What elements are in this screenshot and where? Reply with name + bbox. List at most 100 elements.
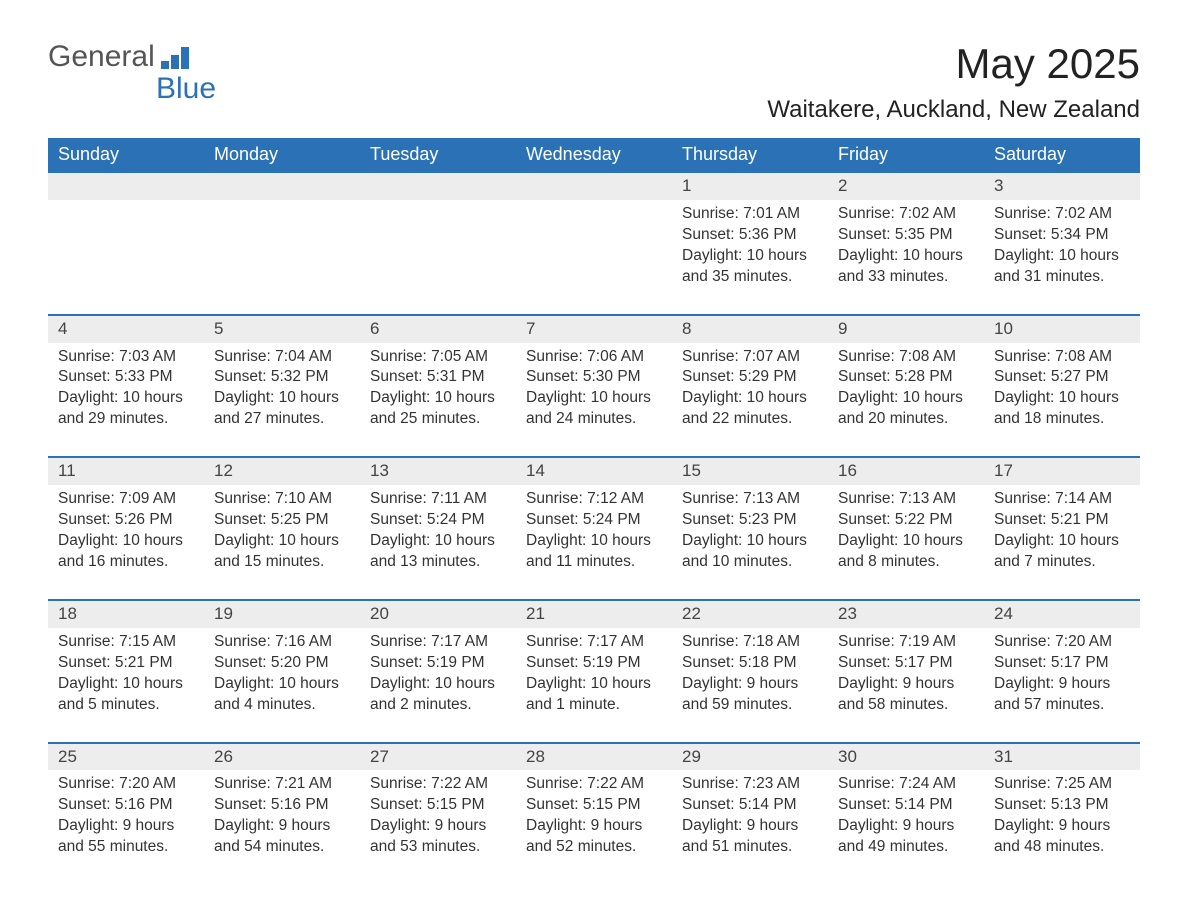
daylight-line: Daylight: 10 hours and 27 minutes. [214,388,350,430]
sunrise-line: Sunrise: 7:24 AM [838,774,974,795]
daylight-line: Daylight: 10 hours and 18 minutes. [994,388,1130,430]
month-title: May 2025 [956,40,1140,88]
daylight-line: Daylight: 9 hours and 59 minutes. [682,674,818,716]
day-number-bar: 23 [828,599,984,628]
calendar-day-cell: 25Sunrise: 7:20 AMSunset: 5:16 PMDayligh… [48,742,204,885]
day-body: Sunrise: 7:16 AMSunset: 5:20 PMDaylight:… [204,632,360,716]
day-body: Sunrise: 7:12 AMSunset: 5:24 PMDaylight:… [516,489,672,573]
daylight-line: Daylight: 10 hours and 24 minutes. [526,388,662,430]
day-number-bar: 7 [516,314,672,343]
daylight-line: Daylight: 10 hours and 11 minutes. [526,531,662,573]
weekday-header: Monday [204,138,360,171]
sunrise-line: Sunrise: 7:19 AM [838,632,974,653]
calendar-day-cell: 12Sunrise: 7:10 AMSunset: 5:25 PMDayligh… [204,456,360,599]
calendar-day-cell: 14 Sunrise: 7:12 AMSunset: 5:24 PMDayligh… [516,456,672,599]
day-body: Sunrise: 7:20 AMSunset: 5:17 PMDaylight:… [984,632,1140,716]
daylight-line: Daylight: 9 hours and 53 minutes. [370,816,506,858]
sunset-line: Sunset: 5:16 PM [58,795,194,816]
calendar-table: SundayMondayTuesdayWednesdayThursdayFrid… [48,138,1140,884]
day-number-bar: . [204,171,360,200]
day-number-bar: 11 [48,456,204,485]
sunrise-line: Sunrise: 7:12 AM [526,489,662,510]
daylight-line: Daylight: 9 hours and 49 minutes. [838,816,974,858]
calendar-day-cell: 13Sunrise: 7:11 AMSunset: 5:24 PMDayligh… [360,456,516,599]
calendar-day-cell: . [360,171,516,314]
day-body: Sunrise: 7:19 AMSunset: 5:17 PMDaylight:… [828,632,984,716]
sunrise-line: Sunrise: 7:17 AM [526,632,662,653]
sunset-line: Sunset: 5:29 PM [682,367,818,388]
day-body: Sunrise: 7:08 AMSunset: 5:27 PMDaylight:… [984,347,1140,431]
sunset-line: Sunset: 5:35 PM [838,225,974,246]
sunset-line: Sunset: 5:17 PM [994,653,1130,674]
day-number-bar: 1 [672,171,828,200]
sunrise-line: Sunrise: 7:02 AM [994,204,1130,225]
day-body: Sunrise: 7:22 AMSunset: 5:15 PMDaylight:… [360,774,516,858]
sunrise-line: Sunrise: 7:20 AM [58,774,194,795]
sunrise-line: Sunrise: 7:04 AM [214,347,350,368]
sunrise-line: Sunrise: 7:13 AM [838,489,974,510]
calendar-header-row: SundayMondayTuesdayWednesdayThursdayFrid… [48,138,1140,171]
daylight-line: Daylight: 9 hours and 51 minutes. [682,816,818,858]
sunrise-line: Sunrise: 7:05 AM [370,347,506,368]
day-number-bar: 10 [984,314,1140,343]
daylight-line: Daylight: 9 hours and 54 minutes. [214,816,350,858]
day-number-bar: . [360,171,516,200]
weekday-header: Wednesday [516,138,672,171]
calendar-day-cell: 17Sunrise: 7:14 AMSunset: 5:21 PMDayligh… [984,456,1140,599]
day-body: Sunrise: 7:11 AMSunset: 5:24 PMDaylight:… [360,489,516,573]
day-number-bar: 22 [672,599,828,628]
daylight-line: Daylight: 10 hours and 15 minutes. [214,531,350,573]
day-number-bar: 20 [360,599,516,628]
sunrise-line: Sunrise: 7:20 AM [994,632,1130,653]
calendar-day-cell: 11Sunrise: 7:09 AMSunset: 5:26 PMDayligh… [48,456,204,599]
daylight-line: Daylight: 10 hours and 13 minutes. [370,531,506,573]
day-number-bar: 2 [828,171,984,200]
calendar-day-cell: . [48,171,204,314]
day-body: Sunrise: 7:23 AMSunset: 5:14 PMDaylight:… [672,774,828,858]
calendar-day-cell: 7 Sunrise: 7:06 AMSunset: 5:30 PMDaylight… [516,314,672,457]
calendar-week-row: ....1Sunrise: 7:01 AMSunset: 5:36 PMDayl… [48,171,1140,314]
calendar-week-row: 11Sunrise: 7:09 AMSunset: 5:26 PMDayligh… [48,456,1140,599]
day-body: Sunrise: 7:15 AMSunset: 5:21 PMDaylight:… [48,632,204,716]
sunset-line: Sunset: 5:31 PM [370,367,506,388]
sunset-line: Sunset: 5:20 PM [214,653,350,674]
sunset-line: Sunset: 5:14 PM [682,795,818,816]
daylight-line: Daylight: 9 hours and 58 minutes. [838,674,974,716]
day-number-bar: 3 [984,171,1140,200]
sunrise-line: Sunrise: 7:06 AM [526,347,662,368]
calendar-day-cell: 26Sunrise: 7:21 AMSunset: 5:16 PMDayligh… [204,742,360,885]
day-number-bar: 28 [516,742,672,771]
calendar-day-cell: 20 Sunrise: 7:17 AMSunset: 5:19 PMDayligh… [360,599,516,742]
calendar-week-row: 4Sunrise: 7:03 AMSunset: 5:33 PMDaylight… [48,314,1140,457]
sunrise-line: Sunrise: 7:10 AM [214,489,350,510]
day-number-bar: 17 [984,456,1140,485]
day-number-bar: 12 [204,456,360,485]
sunrise-line: Sunrise: 7:01 AM [682,204,818,225]
title-block: May 2025 [956,40,1140,88]
day-body: Sunrise: 7:06 AMSunset: 5:30 PMDaylight:… [516,347,672,431]
calendar-day-cell: . [204,171,360,314]
calendar-week-row: 25Sunrise: 7:20 AMSunset: 5:16 PMDayligh… [48,742,1140,885]
day-number-bar: 19 [204,599,360,628]
day-number-bar: 14 [516,456,672,485]
daylight-line: Daylight: 10 hours and 7 minutes. [994,531,1130,573]
calendar-day-cell: . [516,171,672,314]
weekday-header: Saturday [984,138,1140,171]
calendar-day-cell: 9Sunrise: 7:08 AMSunset: 5:28 PMDaylight… [828,314,984,457]
day-body: Sunrise: 7:21 AMSunset: 5:16 PMDaylight:… [204,774,360,858]
sunrise-line: Sunrise: 7:14 AM [994,489,1130,510]
sunset-line: Sunset: 5:30 PM [526,367,662,388]
sunrise-line: Sunrise: 7:16 AM [214,632,350,653]
sunset-line: Sunset: 5:21 PM [58,653,194,674]
day-number-bar: 9 [828,314,984,343]
day-body: Sunrise: 7:22 AMSunset: 5:15 PMDaylight:… [516,774,672,858]
sunset-line: Sunset: 5:28 PM [838,367,974,388]
sunrise-line: Sunrise: 7:13 AM [682,489,818,510]
sunset-line: Sunset: 5:36 PM [682,225,818,246]
day-number-bar: 5 [204,314,360,343]
day-body: Sunrise: 7:17 AMSunset: 5:19 PMDaylight:… [360,632,516,716]
calendar-day-cell: 24Sunrise: 7:20 AMSunset: 5:17 PMDayligh… [984,599,1140,742]
calendar-day-cell: 4Sunrise: 7:03 AMSunset: 5:33 PMDaylight… [48,314,204,457]
logo-text-general: General [48,40,155,74]
day-number-bar: 6 [360,314,516,343]
